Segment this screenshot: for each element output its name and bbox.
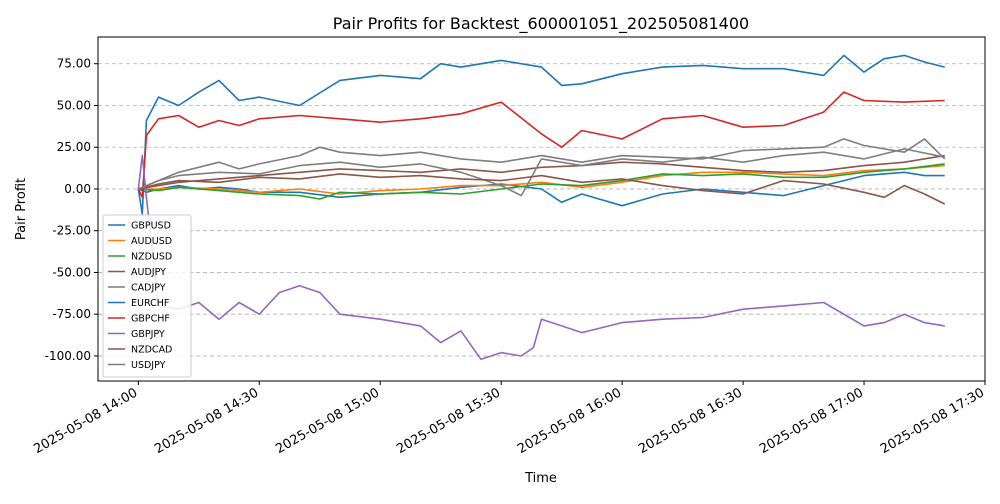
y-tick-label: 75.00 [57,57,91,71]
legend-label: AUDJPY [131,267,166,278]
y-tick-label: -75.00 [52,307,91,321]
series-line-gbpjpy [137,154,945,361]
chart-title: Pair Profits for Backtest_600001051_2025… [333,14,749,34]
series-line-cadjpy [137,148,945,197]
x-axis-label: Time [524,471,557,486]
legend-label: GBPUSD [131,221,171,232]
series-line-nzdcad [138,173,946,205]
legend-label: NZDCAD [131,345,172,356]
legend-label: GBPJPY [131,329,165,340]
series-line-gbpchf [137,91,945,199]
y-tick-label: -25.00 [52,224,91,238]
y-axis-label: Pair Profit [14,178,29,240]
legend-label: AUDUSD [131,236,172,247]
legend: GBPUSD AUDUSD NZDUSD AUDJPY CADJPY EURCHF GBPC… [102,214,192,378]
series-layer [137,54,946,361]
legend-label: CADJPY [131,283,166,294]
y-tick-label: 25.00 [57,140,91,154]
legend-label: EURCHF [131,298,169,309]
y-tick-label: 0.00 [64,182,91,196]
y-tick-label: -100.00 [45,349,91,363]
y-tick-label: 50.00 [57,98,91,112]
series-line-audjpy [138,154,945,190]
series-line-eurchf [137,54,945,215]
legend-label: NZDUSD [131,252,172,263]
y-tick-label: -50.00 [52,265,91,279]
plot-frame [97,36,986,382]
y-axis: 75.00 50.00 25.00 0.00 -25.00 -50.00 -75.00 -10… [45,57,98,363]
legend-label: USDJPY [131,360,166,371]
series-line-audusd [138,164,945,195]
legend-label: GBPCHF [131,314,170,325]
series-line-usdjpy [137,138,946,190]
series-line-nzdusd [138,163,945,200]
